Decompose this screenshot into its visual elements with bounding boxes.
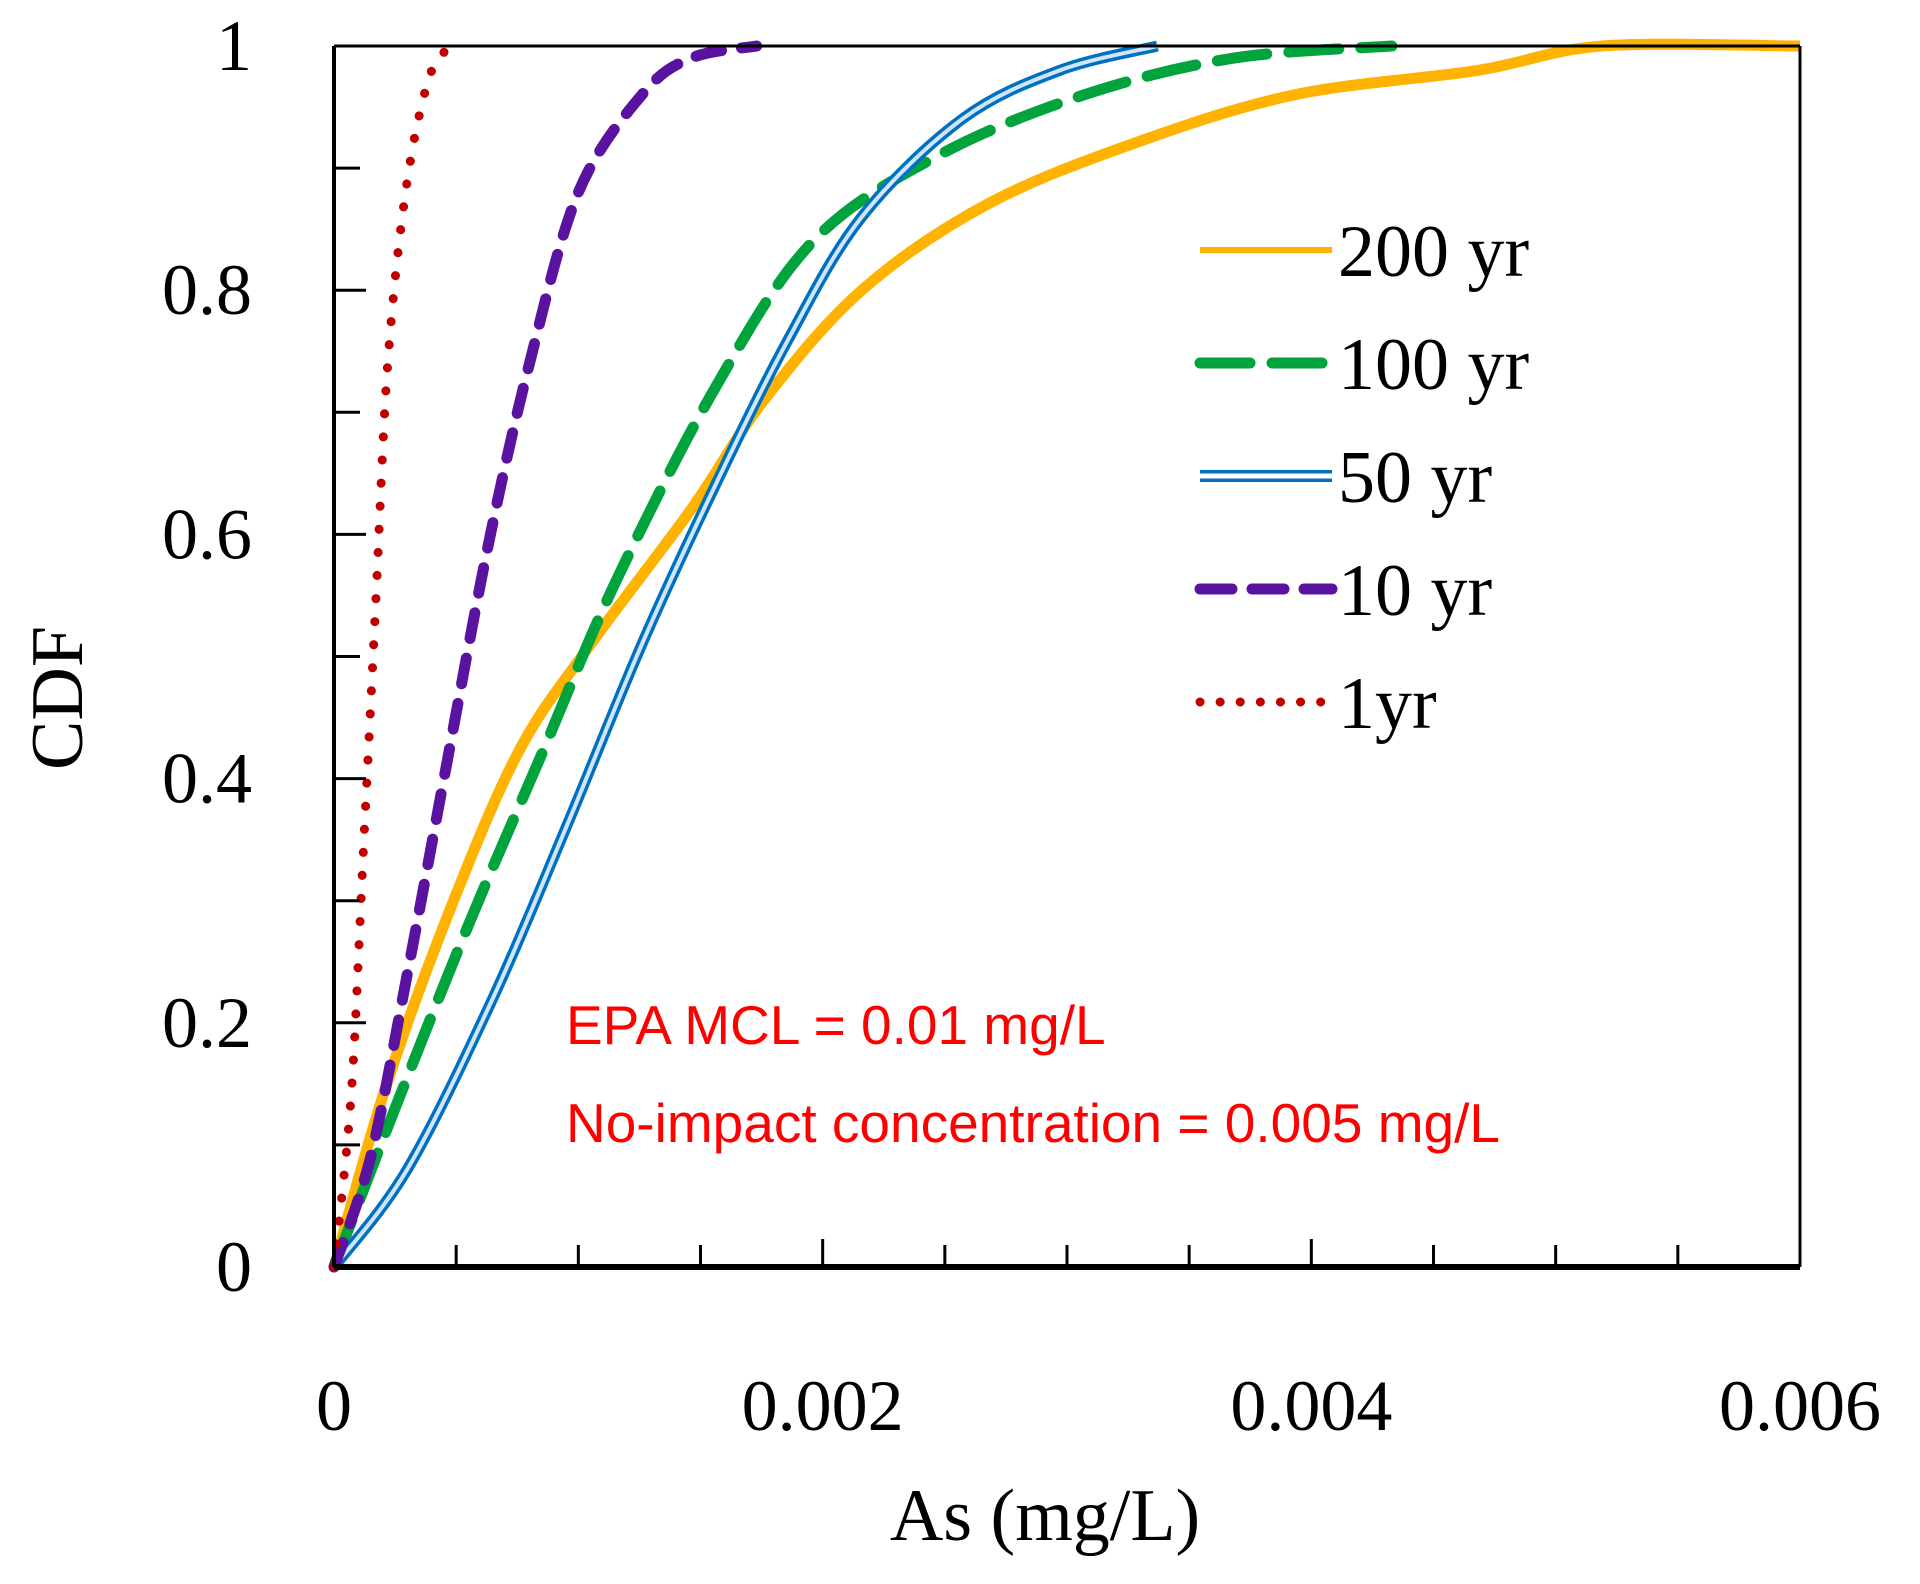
series-layer [328,38,1801,1273]
y-axis-label: CDF [17,626,99,770]
series-line-50yr [329,40,1159,1271]
legend-item-1yr: 1yr [1195,663,1437,745]
y-tick-label: 0.8 [162,250,252,330]
legend-item-200yr: 200 yr [1200,211,1529,293]
y-tick-label: 0.4 [162,739,252,819]
legend-label-100yr: 100 yr [1338,324,1529,406]
x-tick-label: 0 [316,1366,352,1446]
x-axis-label: As (mg/L) [890,1475,1200,1557]
x-tick-label: 0.002 [742,1366,904,1446]
y-tick-label: 1 [216,6,252,86]
axes-layer [332,44,1802,1270]
legend-item-100yr: 100 yr [1194,324,1529,406]
legend-label-1yr: 1yr [1338,663,1437,745]
series-line-100yr [328,40,1398,1273]
y-tick-label: 0.2 [162,983,252,1063]
legend-item-50yr: 50 yr [1200,437,1492,519]
legend: 200 yr 100 yr 50 yr 10 yr 1yr [1194,211,1529,745]
y-tick-label: 0.6 [162,494,252,574]
legend-item-10yr: 10 yr [1194,550,1492,632]
y-tick-label: 0 [216,1227,252,1307]
x-tick-label: 0.004 [1230,1366,1392,1446]
series-line-200yr [328,38,1801,1269]
legend-label-10yr: 10 yr [1338,550,1492,632]
ticks-layer: 0 0.002 0.004 0.006 0 0.2 0.4 0.6 0.8 1 [162,6,1881,1446]
legend-label-50yr: 50 yr [1338,437,1492,519]
series-line-50yr-inner [332,44,1158,1269]
x-tick-label: 0.006 [1719,1366,1881,1446]
annotation-no-impact: No-impact concentration = 0.005 mg/L [566,1092,1500,1154]
legend-label-200yr: 200 yr [1338,211,1529,293]
series-line-10yr [328,40,763,1273]
series-line-1yr [329,41,461,1272]
annotation-epa-mcl: EPA MCL = 0.01 mg/L [566,994,1106,1056]
